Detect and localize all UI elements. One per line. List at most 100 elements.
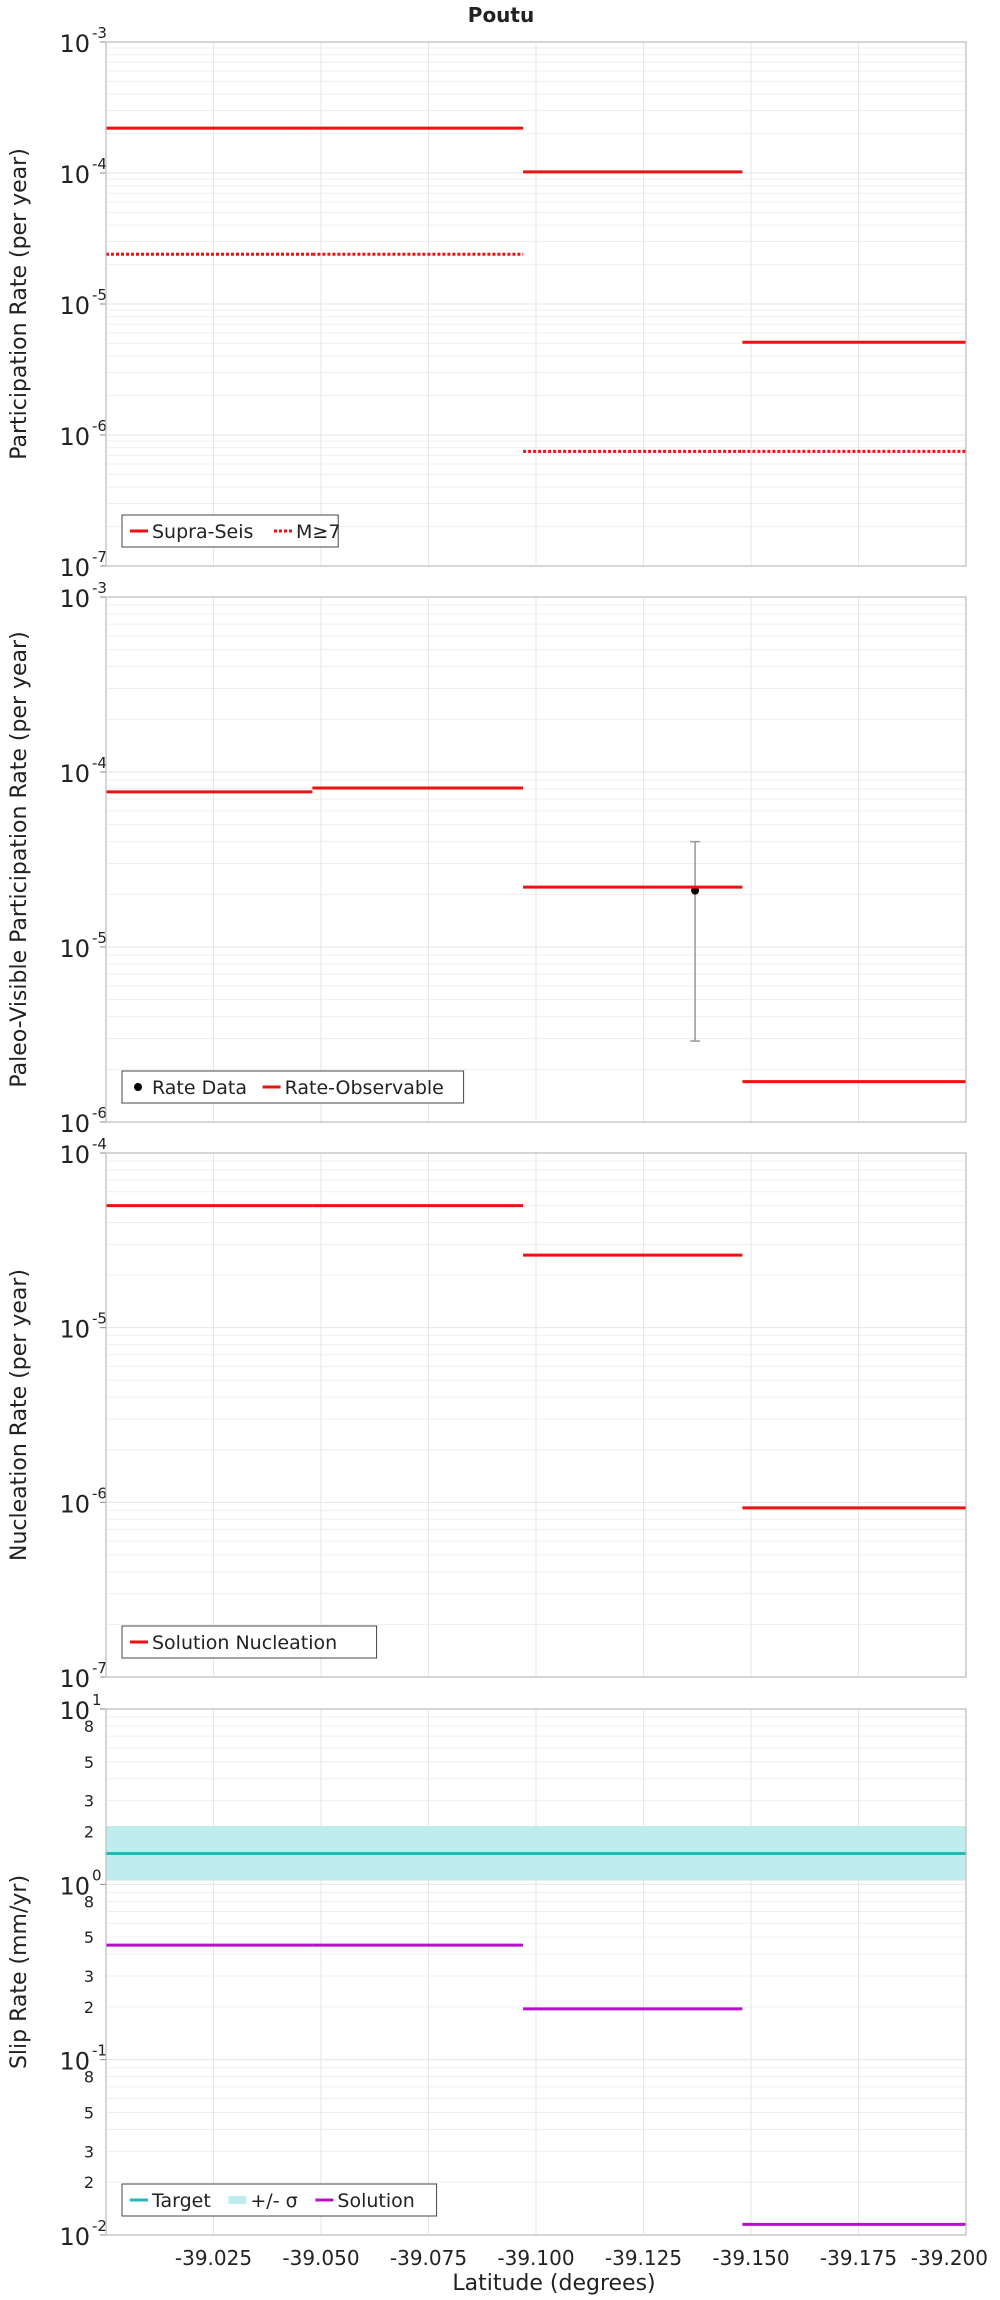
panel-2: 10-610-510-410 -3 Paleo-Visible Participat… bbox=[7, 579, 967, 1138]
y-tick-exponent: -5 bbox=[92, 286, 107, 304]
y-axis-label: Participation Rate (per year) bbox=[7, 148, 32, 460]
y-axis-label: Nucleation Rate (per year) bbox=[7, 1269, 32, 1561]
y-minor-tick-label: 5 bbox=[84, 1753, 94, 1772]
grid bbox=[106, 1708, 967, 2236]
x-tick-label: -39.050 bbox=[282, 2246, 359, 2270]
y-tick-label: 10 bbox=[59, 585, 90, 613]
y-minor-tick-label: 2 bbox=[84, 1823, 94, 1842]
y-axis-label: Paleo-Visible Participation Rate (per ye… bbox=[7, 631, 32, 1087]
y-tick-exponent: -7 bbox=[92, 1659, 107, 1677]
legend-box bbox=[121, 514, 339, 548]
y-tick-label: 10 bbox=[59, 423, 90, 451]
y-tick-label: 10 bbox=[59, 554, 90, 582]
y-minor-tick-label: 8 bbox=[84, 2068, 94, 2087]
y-tick-label: 10 bbox=[59, 1316, 90, 1344]
y-minor-tick-label: 3 bbox=[84, 1792, 94, 1811]
y-tick-exponent: -4 bbox=[92, 1135, 107, 1153]
plot-frame bbox=[105, 1708, 967, 2236]
y-tick-label: 10 bbox=[59, 1110, 90, 1138]
y-tick-exponent: -6 bbox=[92, 417, 107, 435]
y-tick-exponent: -4 bbox=[92, 754, 107, 772]
y-minor-tick-label: 5 bbox=[84, 1928, 94, 1947]
y-tick-label: 10 bbox=[59, 292, 90, 320]
x-tick-label: -39.025 bbox=[175, 2246, 252, 2270]
x-axis: -39.025 -39.050 -39.075 -39.100 -39.125 -39.1… bbox=[175, 2246, 988, 2270]
legend-box bbox=[121, 2183, 438, 2217]
y-minor-tick-label: 2 bbox=[84, 1998, 94, 2017]
x-tick-label: -39.150 bbox=[712, 2246, 789, 2270]
y-tick-exponent: -7 bbox=[92, 548, 107, 566]
y-tick-label: 10 bbox=[59, 1872, 90, 1900]
y-tick-label: 10 bbox=[59, 760, 90, 788]
y-tick-label: 10 bbox=[59, 1665, 90, 1693]
y-minor-tick-label: 3 bbox=[84, 2142, 94, 2161]
y-tick-label: 10 bbox=[59, 161, 90, 189]
x-tick-label: -39.075 bbox=[390, 2246, 467, 2270]
legend-label: Supra-Seis bbox=[152, 521, 253, 543]
legend-label: +/- σ bbox=[250, 2190, 297, 2212]
legend-marker bbox=[134, 1083, 142, 1091]
y-tick-exponent: -4 bbox=[92, 155, 107, 173]
y-tick-exponent: 0 bbox=[92, 1866, 102, 1884]
legend-label: Target bbox=[151, 2190, 211, 2212]
y-tick-exponent: -6 bbox=[92, 1484, 107, 1502]
y-tick-label: 10 bbox=[59, 1141, 90, 1169]
x-tick-label: -39.200 bbox=[911, 2246, 988, 2270]
grid bbox=[106, 596, 967, 1123]
data-point bbox=[691, 886, 700, 895]
y-minor-tick-label: 8 bbox=[84, 1892, 94, 1911]
y-tick-label: 10 bbox=[59, 2048, 90, 2076]
y-tick-label: 10 bbox=[59, 30, 90, 58]
legend: Target +/- σ Solution bbox=[121, 2183, 438, 2217]
series-group bbox=[106, 1826, 966, 2226]
grid bbox=[106, 1152, 967, 1678]
figure-title: Poutu bbox=[468, 3, 534, 27]
legend-box bbox=[121, 1625, 378, 1659]
legend-label: Solution bbox=[337, 2190, 414, 2212]
legend-label: Rate Data bbox=[152, 1077, 247, 1099]
y-tick-labels: 10-710-610-510-4 bbox=[59, 1135, 107, 1693]
legend-box bbox=[121, 1070, 465, 1104]
x-tick-label: -39.175 bbox=[820, 2246, 897, 2270]
y-tick-exponent: -6 bbox=[92, 1104, 107, 1122]
grid bbox=[106, 41, 967, 567]
y-tick-labels: 10-710-610-510-410-3 bbox=[59, 24, 107, 582]
y-tick-exponent: 1 bbox=[92, 1691, 102, 1709]
y-tick-labels: 10-610-510-410-3 bbox=[59, 579, 107, 1138]
legend-label: M≥7 bbox=[296, 521, 340, 543]
y-minor-tick-label: 2 bbox=[84, 2173, 94, 2192]
legend: Rate Data Rate-Observable bbox=[121, 1070, 465, 1104]
y-tick-label: 10 bbox=[59, 935, 90, 963]
y-tick-exponent: -1 bbox=[92, 2042, 107, 2060]
y-minor-tick-label: 3 bbox=[84, 1967, 94, 1986]
x-tick-label: -39.100 bbox=[497, 2246, 574, 2270]
legend: Solution Nucleation bbox=[121, 1625, 378, 1659]
y-minor-tick-label: 8 bbox=[84, 1717, 94, 1736]
legend-label: Rate-Observable bbox=[285, 1077, 444, 1099]
y-tick-exponent: -2 bbox=[92, 2217, 107, 2235]
y-axis-label: Slip Rate (mm/yr) bbox=[7, 1875, 32, 2069]
plot-frame bbox=[105, 1152, 967, 1678]
legend: Supra-Seis M≥7 bbox=[121, 514, 340, 548]
y-tick-exponent: -3 bbox=[92, 24, 107, 42]
y-tick-exponent: -5 bbox=[92, 1310, 107, 1328]
series-group bbox=[106, 1204, 966, 1510]
legend-label: Solution Nucleation bbox=[152, 1632, 337, 1654]
series-group bbox=[106, 786, 966, 1084]
y-tick-label: 10 bbox=[59, 1697, 90, 1725]
x-axis-label: Latitude (degrees) bbox=[452, 2271, 655, 2296]
y-tick-label: 10 bbox=[59, 2223, 90, 2251]
y-tick-exponent: -3 bbox=[92, 579, 107, 597]
x-tick-label: -39.125 bbox=[605, 2246, 682, 2270]
y-minor-tick-label: 5 bbox=[84, 2103, 94, 2122]
plot-frame bbox=[105, 41, 967, 567]
series-group bbox=[106, 126, 966, 453]
plot-frame bbox=[105, 596, 967, 1123]
legend-marker bbox=[228, 2196, 247, 2204]
